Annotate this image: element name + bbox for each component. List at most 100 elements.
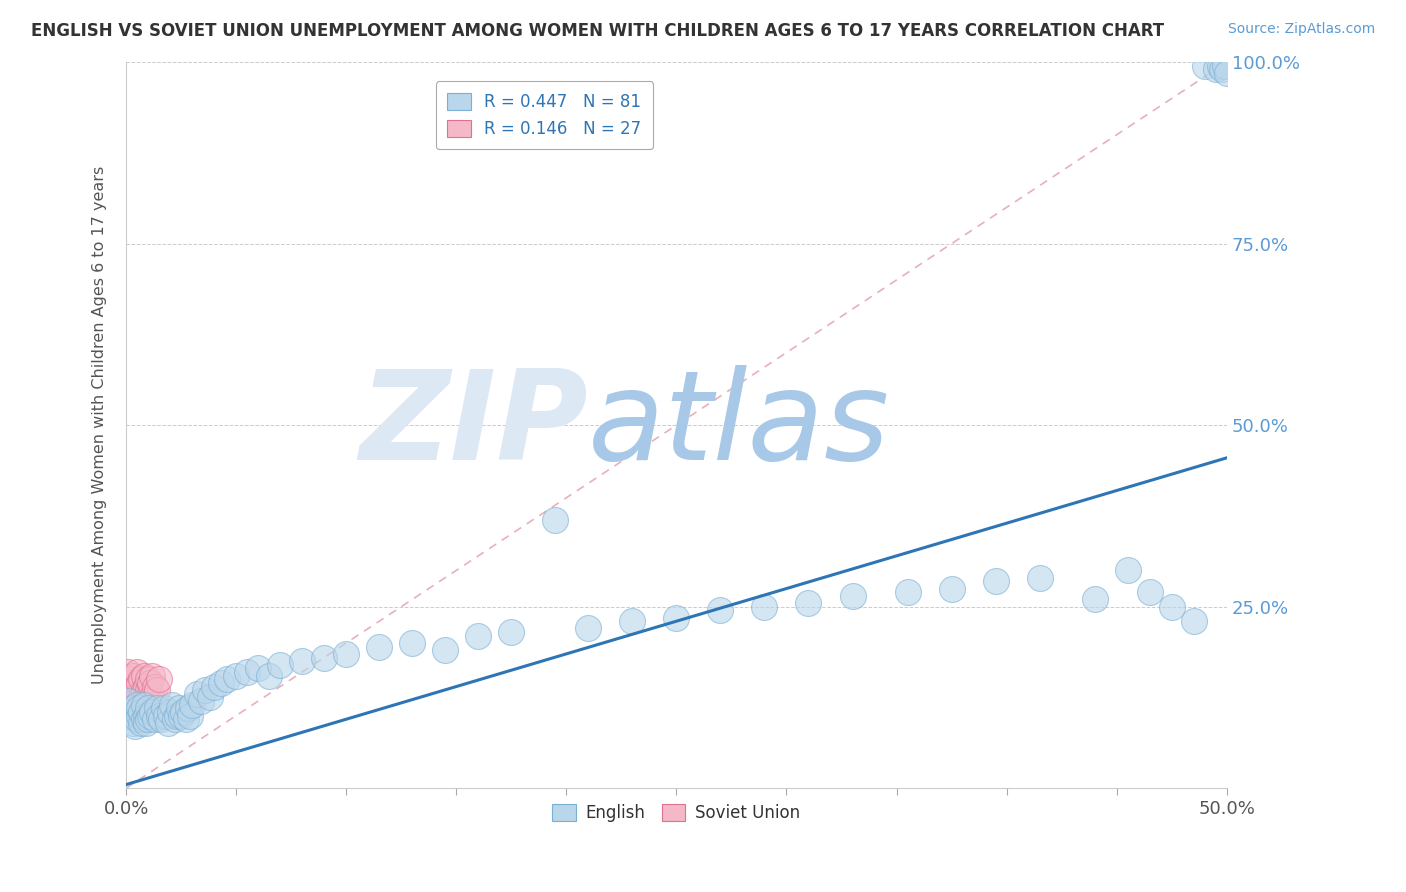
Point [172,705,194,719]
Point [1216,66,1239,80]
Point [257,668,280,682]
Point [1205,62,1227,77]
Point [1182,614,1205,628]
Point [131,715,153,730]
Point [128,701,150,715]
Point [120,690,142,705]
Point [198,690,221,705]
Point [1084,592,1107,607]
Text: ZIP: ZIP [360,365,588,485]
Point [1211,62,1233,77]
Point [291,654,314,668]
Point [141,668,163,682]
Point [136,673,159,687]
Point [177,701,200,715]
Point [124,683,146,698]
Point [1160,599,1182,614]
Point [1209,59,1232,73]
Point [120,673,142,687]
Point [665,610,688,624]
Point [132,668,155,682]
Point [941,582,963,596]
Point [141,690,163,705]
Point [117,694,139,708]
Point [401,636,423,650]
Point [148,673,170,687]
Point [141,705,163,719]
Point [121,668,143,682]
Point [217,673,239,687]
Point [1213,59,1236,73]
Point [162,698,184,712]
Point [131,690,153,705]
Point [135,708,157,723]
Point [150,712,173,726]
Point [131,673,153,687]
Point [1139,585,1161,599]
Point [135,715,157,730]
Point [269,657,291,672]
Point [174,712,197,726]
Point [247,661,270,675]
Point [984,574,1007,589]
Legend: English, Soviet Union: English, Soviet Union [544,796,808,830]
Point [124,705,146,719]
Point [128,676,150,690]
Point [368,640,391,654]
Point [181,698,204,712]
Point [139,676,162,690]
Point [163,712,186,726]
Point [132,698,155,712]
Text: atlas: atlas [588,365,890,485]
Point [148,708,170,723]
Point [128,708,150,723]
Point [194,683,217,698]
Point [128,687,150,701]
Point [139,708,162,723]
Point [127,680,149,694]
Point [467,629,489,643]
Point [127,712,149,726]
Point [117,676,139,690]
Point [146,701,169,715]
Y-axis label: Unemployment Among Women with Children Ages 6 to 17 years: Unemployment Among Women with Children A… [93,166,107,684]
Point [121,701,143,715]
Point [136,712,159,726]
Point [159,705,181,719]
Point [841,589,863,603]
Point [236,665,259,679]
Point [544,512,567,526]
Point [170,708,193,723]
Point [314,650,336,665]
Point [155,708,177,723]
Point [1194,59,1216,73]
Point [209,676,232,690]
Point [896,585,918,599]
Point [434,643,457,657]
Point [576,622,599,636]
Point [124,694,146,708]
Point [121,715,143,730]
Point [124,719,146,733]
Point [135,690,157,705]
Point [621,614,644,628]
Point [797,596,820,610]
Point [335,647,357,661]
Point [709,603,731,617]
Point [132,712,155,726]
Point [146,683,169,698]
Point [136,701,159,715]
Point [127,665,149,679]
Text: ENGLISH VS SOVIET UNION UNEMPLOYMENT AMONG WOMEN WITH CHILDREN AGES 6 TO 17 YEAR: ENGLISH VS SOVIET UNION UNEMPLOYMENT AMO… [31,22,1164,40]
Point [135,680,157,694]
Point [121,687,143,701]
Point [143,712,166,726]
Point [131,705,153,719]
Point [156,715,179,730]
Point [501,625,523,640]
Point [136,683,159,698]
Point [143,680,166,694]
Point [202,680,225,694]
Point [754,599,776,614]
Point [179,708,201,723]
